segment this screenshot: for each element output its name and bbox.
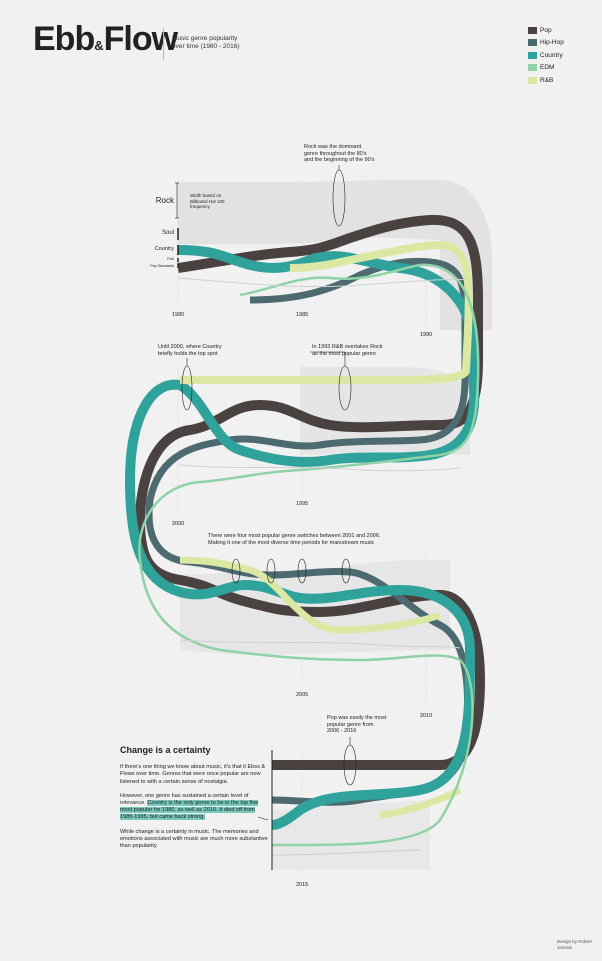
edm-stream bbox=[138, 263, 480, 847]
legend-item-rnb: R&B bbox=[528, 74, 564, 87]
year-label-1985: 1985 bbox=[296, 312, 309, 318]
title-divider bbox=[163, 28, 164, 60]
essay-paragraph-2: However, one genre has sustained a certa… bbox=[120, 793, 270, 822]
legend-item-hiphop: Hip-Hop bbox=[528, 37, 564, 50]
year-label-2015: 2015 bbox=[296, 882, 309, 888]
subtitle: Music genre popularity over time (1980 -… bbox=[172, 35, 240, 50]
legend-item-edm: EDM bbox=[528, 62, 564, 75]
title-ampersand: & bbox=[94, 38, 104, 53]
genre-label-rock: Rock bbox=[155, 196, 174, 205]
legend-swatch bbox=[528, 39, 537, 47]
legend-label: Country bbox=[540, 51, 563, 59]
year-label-1980: 1980 bbox=[172, 312, 185, 318]
essay-paragraph-3: While change is a certainty in music. Th… bbox=[120, 828, 268, 850]
minor-line bbox=[177, 277, 471, 288]
annotation-markers bbox=[175, 165, 357, 786]
legend-label: EDM bbox=[540, 64, 555, 72]
year-label-2000: 2000 bbox=[172, 521, 185, 527]
minor-line bbox=[179, 639, 461, 649]
legend-item-country: Country bbox=[528, 49, 564, 62]
annotation-oval-switch3 bbox=[297, 558, 307, 584]
width-note: Width based on Billboard Hot 100 frequen… bbox=[190, 193, 225, 209]
title-ebb: Ebb bbox=[33, 20, 95, 58]
genre-label-pop-standards: Pop Standards bbox=[150, 264, 174, 268]
legend-swatch bbox=[528, 64, 537, 72]
essay-heading: Change is a certainty bbox=[120, 745, 211, 755]
rnb-stream-lower bbox=[179, 556, 442, 634]
minor-line bbox=[179, 464, 461, 472]
annotation-rock: Rock was the dominant genre throughout t… bbox=[304, 144, 375, 164]
year-label-1995: 1995 bbox=[296, 501, 309, 507]
minor-genre-lines bbox=[177, 277, 471, 856]
design-credit: Design by Robert Janssis bbox=[557, 939, 592, 950]
essay-paragraph-1: If there's one thing we know about music… bbox=[120, 764, 266, 785]
minor-line bbox=[271, 849, 421, 856]
legend-label: R&B bbox=[540, 76, 554, 84]
essay-arrow bbox=[257, 816, 269, 821]
annotation-switches: There were four most popular genre switc… bbox=[208, 533, 381, 546]
legend-item-pop: Pop bbox=[528, 24, 564, 37]
annotation-rnb1993: In 1993 R&B overtakes Rock as the most p… bbox=[312, 344, 383, 357]
title-flow: Flow bbox=[103, 20, 178, 58]
legend-label: Hip-Hop bbox=[540, 39, 564, 47]
annotation-oval-switch1 bbox=[231, 558, 241, 584]
annotation-pop: Pop was easily the most popular genre fr… bbox=[327, 715, 387, 735]
annotation-oval-switch4 bbox=[341, 558, 351, 584]
legend: Pop Hip-Hop Country EDM R&B bbox=[528, 24, 564, 87]
page-title: Ebb&Flow bbox=[33, 20, 178, 59]
year-label-2010: 2010 bbox=[420, 713, 433, 719]
legend-swatch bbox=[528, 26, 537, 34]
legend-swatch bbox=[528, 76, 537, 84]
other-band-bottom bbox=[272, 800, 430, 870]
other-band-middle bbox=[300, 367, 470, 455]
genre-label-country: Country bbox=[154, 246, 174, 252]
legend-swatch bbox=[528, 51, 537, 59]
essay-p2-lead: However, one genre has sustained a certa… bbox=[120, 792, 249, 807]
essay: Change is a certainty If there's one thi… bbox=[120, 745, 270, 857]
annotation-country2000: Until 2000, where Country briefly holds … bbox=[158, 344, 222, 357]
genre-label-folk: Folk bbox=[167, 257, 174, 261]
legend-label: Pop bbox=[540, 26, 552, 34]
year-label-2005: 2005 bbox=[296, 692, 309, 698]
annotation-oval-switch2 bbox=[266, 558, 276, 584]
genre-label-soul: Soul bbox=[161, 230, 174, 236]
year-label-1990: 1990 bbox=[420, 332, 433, 338]
